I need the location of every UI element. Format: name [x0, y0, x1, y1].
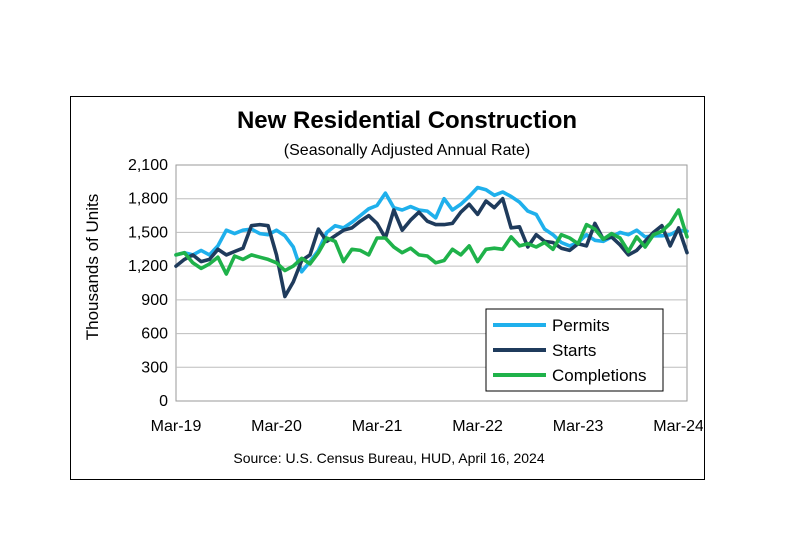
legend: Permits Starts Completions: [485, 308, 664, 392]
y-tick-label: 300: [141, 359, 168, 376]
y-tick-label: 600: [141, 326, 168, 343]
chart-subtitle: (Seasonally Adjusted Annual Rate): [284, 142, 530, 159]
y-tick-label: 1,500: [128, 224, 168, 241]
chart-source: Source: U.S. Census Bureau, HUD, April 1…: [233, 450, 544, 466]
y-tick-label: 1,800: [128, 191, 168, 208]
x-tick-label: Mar-23: [553, 418, 604, 435]
x-tick-label: Mar-20: [251, 418, 302, 435]
y-tick-label: 2,100: [128, 157, 168, 174]
legend-box: [485, 308, 664, 392]
legend-label-permits: Permits: [552, 316, 610, 335]
y-tick-label: 1,200: [128, 258, 168, 275]
y-tick-label: 900: [141, 292, 168, 309]
chart-frame: New Residential Construction (Seasonally…: [70, 96, 705, 480]
x-tick-label: Mar-24: [653, 418, 703, 435]
chart-svg: New Residential Construction (Seasonally…: [83, 107, 703, 466]
chart-title: New Residential Construction: [237, 107, 577, 134]
x-tick-label: Mar-21: [352, 418, 403, 435]
y-axis-label: Thousands of Units: [83, 194, 102, 340]
series-line-completions: [174, 208, 689, 276]
y-tick-label: 0: [159, 393, 168, 410]
x-tick-label: Mar-22: [452, 418, 503, 435]
plot-border: [175, 164, 688, 402]
legend-label-completions: Completions: [552, 366, 647, 385]
series-line-permits: [174, 185, 689, 274]
legend-label-starts: Starts: [552, 341, 596, 360]
x-tick-label: Mar-19: [151, 418, 202, 435]
